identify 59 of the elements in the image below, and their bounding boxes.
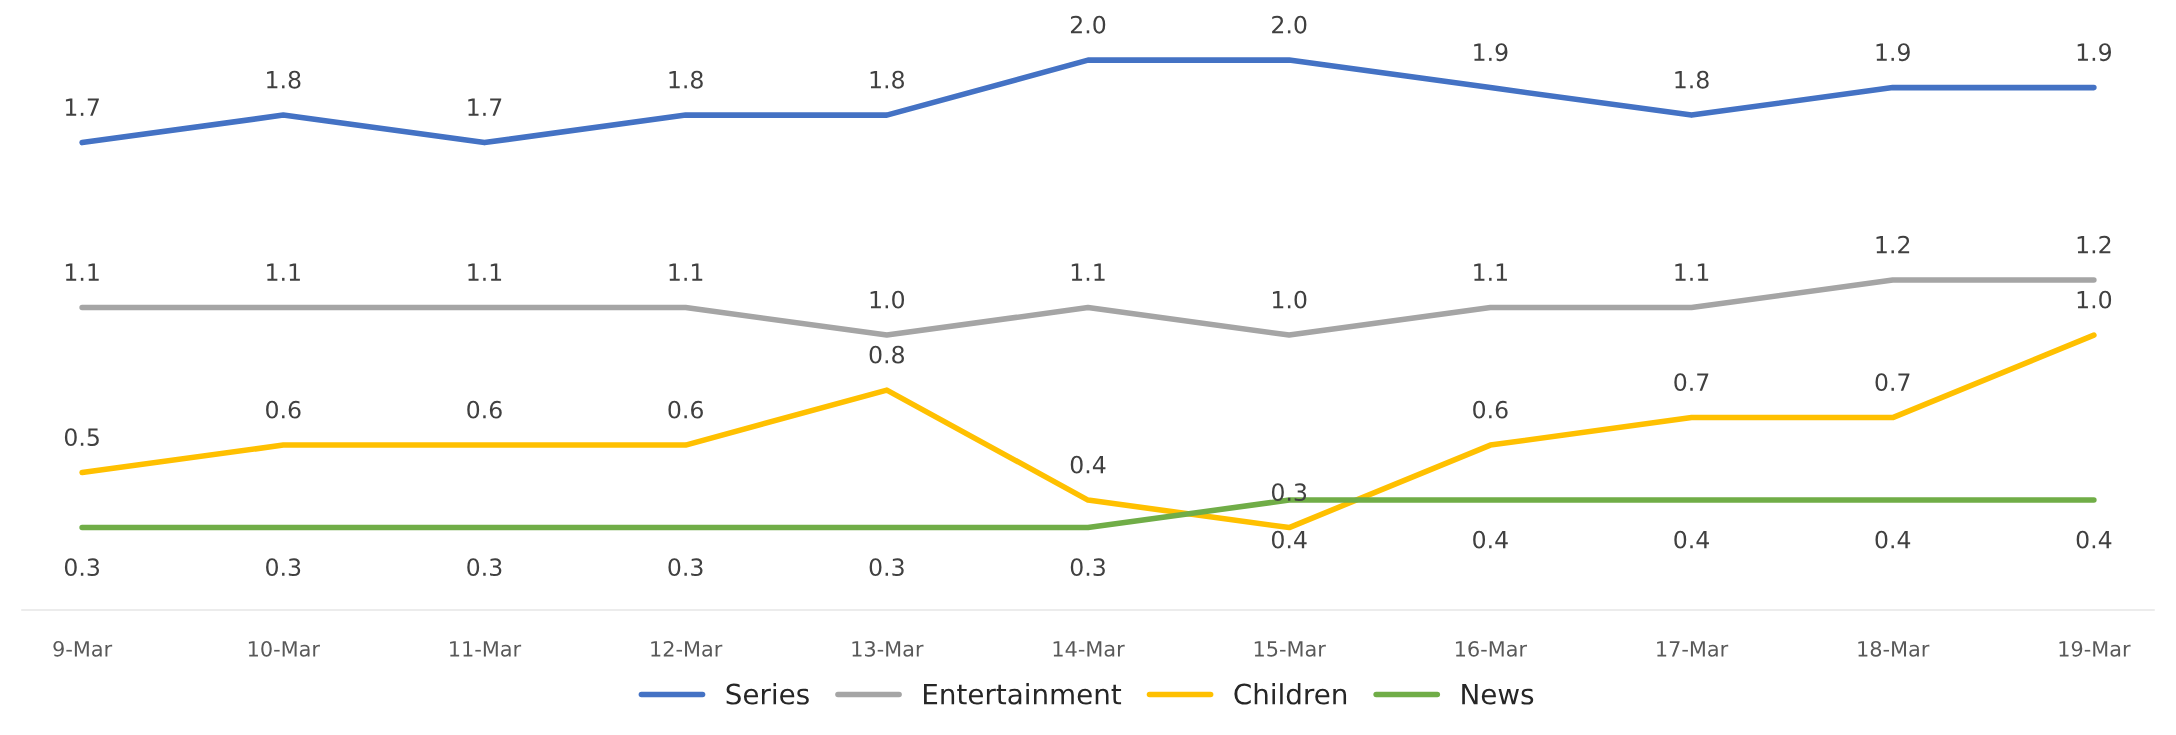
data-label: 1.1 bbox=[1675, 263, 1709, 281]
data-label: 1.1 bbox=[267, 263, 300, 281]
data-label: 0.3 bbox=[266, 558, 301, 577]
data-label: 0.4 bbox=[1674, 530, 1709, 549]
data-label: 1.8 bbox=[870, 70, 904, 89]
legend-label: Entertainment bbox=[924, 683, 1122, 705]
data-label: 0.3 bbox=[64, 558, 99, 577]
data-label: 0.4 bbox=[2076, 530, 2112, 549]
x-tick-label: 17-Mar bbox=[1657, 641, 1729, 657]
data-label: 1.0 bbox=[1273, 290, 1307, 309]
data-label: 1.9 bbox=[1474, 43, 1508, 62]
data-label: 0.7 bbox=[1674, 373, 1709, 392]
x-tick-label: 10-Mar bbox=[248, 640, 320, 657]
data-label: 0.3 bbox=[467, 558, 502, 577]
data-label: 1.1 bbox=[1474, 263, 1507, 281]
x-tick-label: 19-Mar bbox=[2059, 640, 2131, 657]
legend-label: Series bbox=[726, 683, 809, 705]
x-tick-label: 14-Mar bbox=[1053, 641, 1125, 657]
data-label: 1.0 bbox=[870, 290, 905, 309]
legend-label: News bbox=[1462, 683, 1534, 705]
data-label: 0.3 bbox=[869, 558, 904, 577]
data-label: 1.1 bbox=[65, 263, 99, 281]
data-label: 1.1 bbox=[468, 263, 502, 281]
data-label: 0.3 bbox=[1271, 483, 1307, 502]
x-tick-label: 18-Mar bbox=[1858, 640, 1930, 657]
data-label: 0.4 bbox=[1875, 530, 1911, 549]
data-label: 2.0 bbox=[1070, 15, 1106, 34]
data-label: 0.4 bbox=[1473, 530, 1508, 549]
data-label: 1.1 bbox=[1071, 263, 1105, 281]
data-label: 0.3 bbox=[668, 558, 703, 577]
x-tick-label: 13-Mar bbox=[852, 640, 924, 657]
data-label: 1.8 bbox=[1675, 70, 1709, 89]
data-label: 1.0 bbox=[2077, 290, 2112, 309]
x-tick-label: 11-Mar bbox=[450, 641, 522, 657]
data-label: 2.0 bbox=[1272, 15, 1307, 34]
data-label: 0.4 bbox=[1070, 455, 1106, 474]
data-label: 1.2 bbox=[1876, 235, 1910, 254]
data-label: 0.3 bbox=[1070, 558, 1105, 577]
data-label: 0.7 bbox=[1875, 373, 1910, 392]
data-label: 1.9 bbox=[2077, 43, 2111, 62]
x-tick-label: 12-Mar bbox=[651, 640, 723, 657]
data-label: 1.7 bbox=[468, 98, 502, 116]
data-label: 0.6 bbox=[467, 400, 502, 419]
data-label: 0.5 bbox=[64, 428, 99, 447]
x-tick-label: 9-Mar bbox=[53, 640, 113, 657]
data-label: 0.6 bbox=[1473, 400, 1508, 419]
data-label: 0.6 bbox=[266, 400, 301, 419]
x-tick-label: 15-Mar bbox=[1254, 641, 1326, 657]
x-tick-label: 16-Mar bbox=[1455, 640, 1528, 657]
data-label: 1.1 bbox=[669, 263, 703, 281]
data-label: 0.6 bbox=[668, 400, 703, 419]
data-label: 1.8 bbox=[267, 70, 301, 89]
data-label: 0.8 bbox=[869, 345, 904, 364]
data-label: 1.8 bbox=[669, 70, 703, 89]
data-label: 0.4 bbox=[1271, 530, 1307, 549]
data-label: 1.9 bbox=[1876, 43, 1910, 62]
data-label: 1.2 bbox=[2077, 235, 2111, 254]
data-label: 1.7 bbox=[65, 98, 99, 116]
legend-label: Children bbox=[1234, 683, 1347, 705]
